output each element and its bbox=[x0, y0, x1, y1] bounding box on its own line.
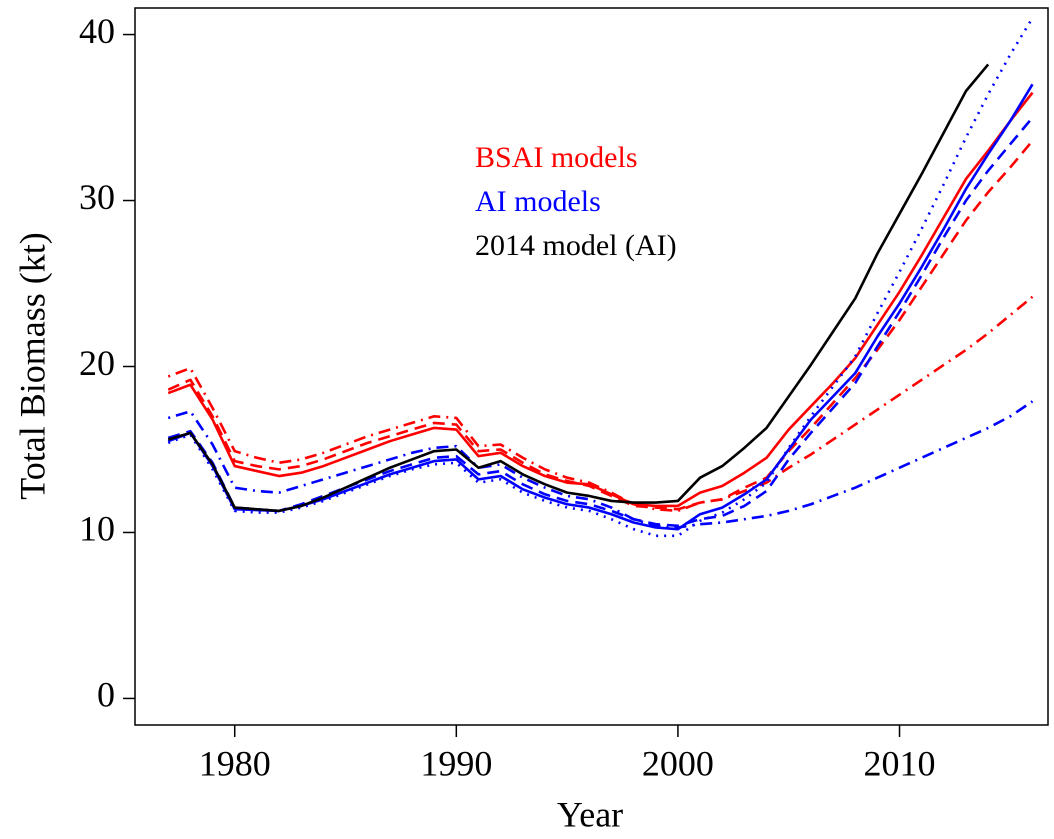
series-line bbox=[167, 91, 1034, 508]
y-tick-label: 40 bbox=[79, 11, 115, 51]
plot-frame bbox=[134, 7, 1049, 726]
series-line bbox=[167, 295, 1034, 513]
y-tick-label: 30 bbox=[79, 177, 115, 217]
x-axis-label: Year bbox=[557, 794, 623, 834]
legend-annotation: BSAI models bbox=[475, 141, 638, 174]
plot-lines bbox=[167, 17, 1034, 538]
series-line bbox=[167, 116, 1034, 528]
y-tick-label: 20 bbox=[79, 343, 115, 383]
series-line bbox=[167, 17, 1034, 538]
x-tick-label: 1980 bbox=[199, 743, 271, 783]
series-line bbox=[167, 63, 990, 513]
x-tick-label: 2010 bbox=[864, 743, 936, 783]
y-tick-label: 0 bbox=[97, 675, 115, 715]
series-line bbox=[167, 400, 1034, 529]
x-tick-label: 2000 bbox=[642, 743, 714, 783]
x-tick-label: 1990 bbox=[420, 743, 492, 783]
y-tick-label: 10 bbox=[79, 509, 115, 549]
y-axis-label: Total Biomass (kt) bbox=[12, 232, 52, 499]
legend-annotation: 2014 model (AI) bbox=[475, 229, 677, 262]
legend-annotation: AI models bbox=[475, 185, 601, 218]
series-line bbox=[167, 139, 1034, 511]
